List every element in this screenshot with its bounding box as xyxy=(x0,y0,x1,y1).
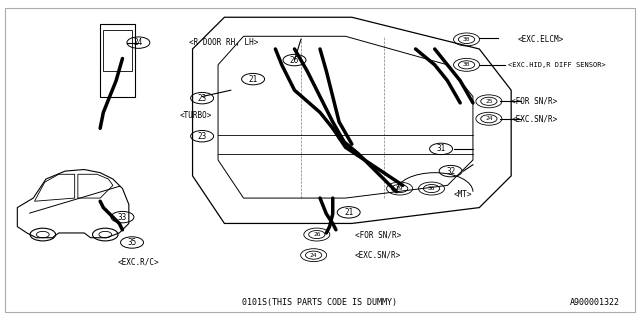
Text: 29: 29 xyxy=(396,186,403,191)
Text: <FOR SN/R>: <FOR SN/R> xyxy=(511,97,557,106)
Text: <EXC.R/C>: <EXC.R/C> xyxy=(118,257,159,266)
Text: 26: 26 xyxy=(313,232,321,237)
Text: 32: 32 xyxy=(446,167,455,176)
Text: <EXC.SN/R>: <EXC.SN/R> xyxy=(355,251,401,260)
Text: <MT>: <MT> xyxy=(454,190,472,199)
Text: <R DOOR RH, LH>: <R DOOR RH, LH> xyxy=(189,38,259,47)
Text: 0101S(THIS PARTS CODE IS DUMMY): 0101S(THIS PARTS CODE IS DUMMY) xyxy=(243,298,397,307)
Text: 31: 31 xyxy=(436,144,445,153)
Text: 25: 25 xyxy=(485,99,493,104)
Text: 23: 23 xyxy=(198,132,207,141)
Text: 36: 36 xyxy=(428,186,435,191)
Text: <TURBO>: <TURBO> xyxy=(180,111,212,120)
Text: 24: 24 xyxy=(134,38,143,47)
Text: <EXC.ELCM>: <EXC.ELCM> xyxy=(518,35,564,44)
Text: <EXC.SN/R>: <EXC.SN/R> xyxy=(511,114,557,123)
Text: 35: 35 xyxy=(127,238,137,247)
Text: 26: 26 xyxy=(290,56,299,65)
Text: 30: 30 xyxy=(463,37,470,42)
Text: 21: 21 xyxy=(344,208,353,217)
Text: 33: 33 xyxy=(118,212,127,222)
Text: 21: 21 xyxy=(248,75,258,84)
Text: 30: 30 xyxy=(463,62,470,67)
Text: <FOR SN/R>: <FOR SN/R> xyxy=(355,230,401,239)
Text: A900001322: A900001322 xyxy=(570,298,620,307)
Text: <EXC.HID,R DIFF SENSOR>: <EXC.HID,R DIFF SENSOR> xyxy=(508,62,605,68)
Text: 23: 23 xyxy=(198,94,207,103)
Text: 24: 24 xyxy=(485,116,493,121)
Text: 24: 24 xyxy=(310,253,317,258)
